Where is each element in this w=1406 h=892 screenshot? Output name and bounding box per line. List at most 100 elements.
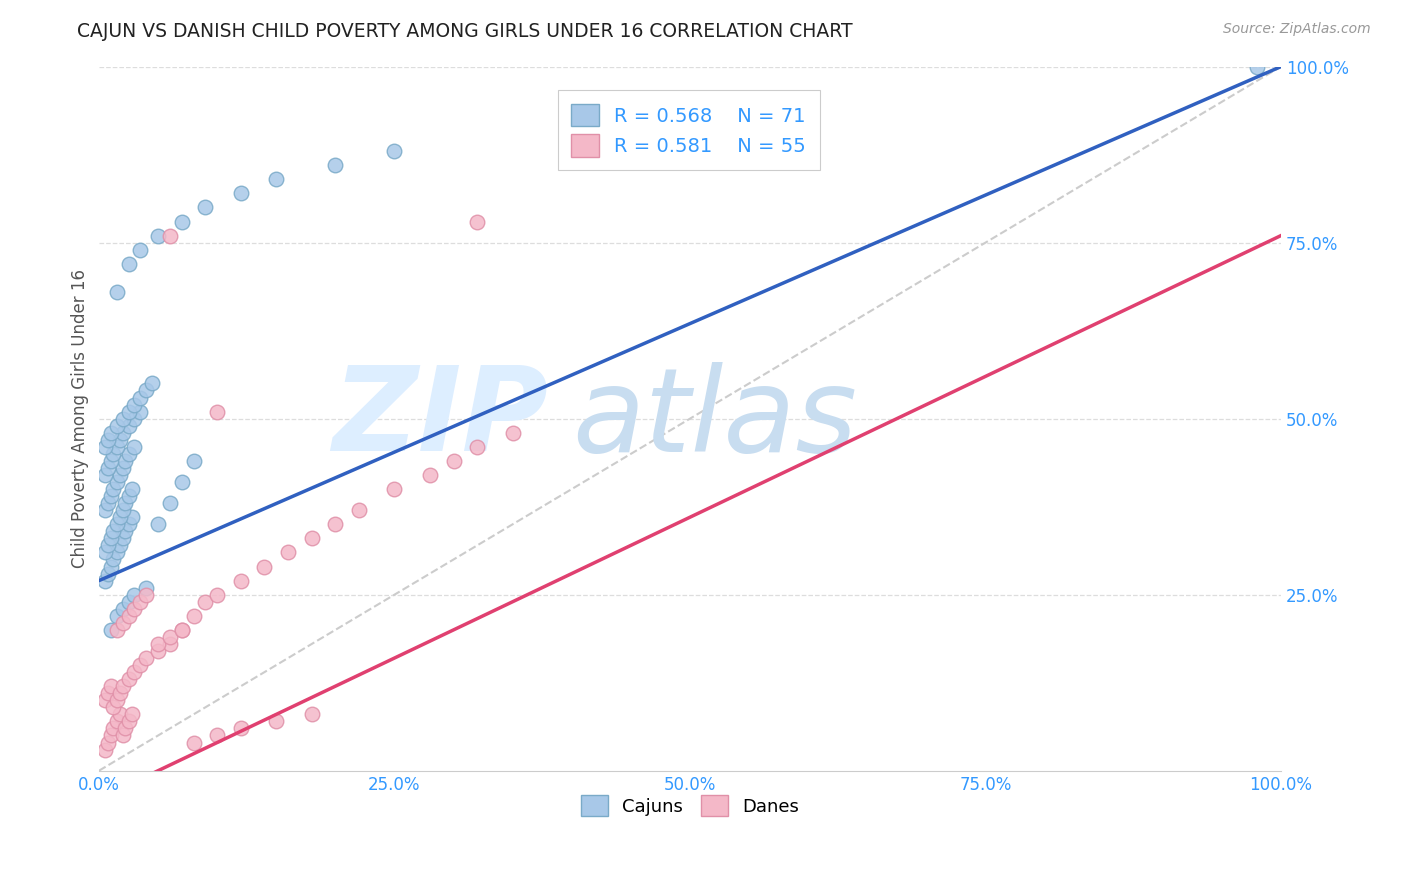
Point bbox=[443, 454, 465, 468]
Point bbox=[205, 729, 228, 743]
Point bbox=[94, 545, 117, 559]
Point bbox=[135, 588, 157, 602]
Point bbox=[111, 679, 134, 693]
Point bbox=[277, 545, 299, 559]
Point bbox=[159, 228, 181, 243]
Point bbox=[110, 510, 132, 524]
Point bbox=[117, 714, 139, 729]
Point bbox=[105, 285, 128, 299]
Point bbox=[1246, 60, 1268, 74]
Point bbox=[170, 623, 193, 637]
Point bbox=[101, 552, 124, 566]
Point bbox=[105, 714, 128, 729]
Point bbox=[105, 475, 128, 489]
Point bbox=[117, 257, 139, 271]
Point bbox=[111, 461, 134, 475]
Point bbox=[347, 503, 370, 517]
Point bbox=[146, 644, 169, 658]
Point bbox=[101, 447, 124, 461]
Point bbox=[111, 615, 134, 630]
Point bbox=[419, 467, 441, 482]
Point bbox=[97, 686, 120, 700]
Point bbox=[124, 398, 146, 412]
Point bbox=[183, 454, 205, 468]
Point bbox=[384, 144, 406, 158]
Point bbox=[111, 503, 134, 517]
Point bbox=[301, 532, 323, 546]
Point bbox=[117, 608, 139, 623]
Point bbox=[117, 672, 139, 686]
Point bbox=[114, 496, 136, 510]
Point bbox=[159, 637, 181, 651]
Point bbox=[301, 707, 323, 722]
Point bbox=[170, 475, 193, 489]
Point bbox=[105, 440, 128, 454]
Point bbox=[194, 201, 217, 215]
Point bbox=[100, 454, 122, 468]
Point bbox=[94, 467, 117, 482]
Point bbox=[129, 391, 152, 405]
Point bbox=[266, 714, 288, 729]
Point bbox=[114, 524, 136, 539]
Point bbox=[97, 538, 120, 552]
Point bbox=[129, 595, 152, 609]
Point bbox=[205, 404, 228, 418]
Point bbox=[159, 496, 181, 510]
Point bbox=[229, 722, 252, 736]
Point bbox=[114, 722, 136, 736]
Y-axis label: Child Poverty Among Girls Under 16: Child Poverty Among Girls Under 16 bbox=[72, 269, 89, 568]
Point bbox=[117, 404, 139, 418]
Point bbox=[94, 574, 117, 588]
Point bbox=[101, 524, 124, 539]
Point bbox=[100, 623, 122, 637]
Point bbox=[205, 588, 228, 602]
Point bbox=[117, 447, 139, 461]
Point bbox=[229, 186, 252, 201]
Point bbox=[146, 637, 169, 651]
Point bbox=[100, 729, 122, 743]
Legend: Cajuns, Danes: Cajuns, Danes bbox=[571, 786, 808, 825]
Point bbox=[146, 228, 169, 243]
Point bbox=[105, 418, 128, 433]
Point bbox=[105, 608, 128, 623]
Point bbox=[111, 729, 134, 743]
Point bbox=[183, 735, 205, 749]
Point bbox=[117, 418, 139, 433]
Point bbox=[105, 623, 128, 637]
Point bbox=[129, 404, 152, 418]
Point bbox=[141, 376, 163, 391]
Point bbox=[117, 595, 139, 609]
Point bbox=[129, 658, 152, 673]
Point bbox=[101, 700, 124, 714]
Point bbox=[94, 503, 117, 517]
Point bbox=[135, 651, 157, 665]
Point bbox=[97, 461, 120, 475]
Point bbox=[105, 517, 128, 532]
Point bbox=[105, 693, 128, 707]
Text: ZIP: ZIP bbox=[332, 361, 548, 476]
Point bbox=[117, 489, 139, 503]
Point bbox=[266, 172, 288, 186]
Point bbox=[110, 707, 132, 722]
Point bbox=[135, 384, 157, 398]
Text: CAJUN VS DANISH CHILD POVERTY AMONG GIRLS UNDER 16 CORRELATION CHART: CAJUN VS DANISH CHILD POVERTY AMONG GIRL… bbox=[77, 22, 853, 41]
Point bbox=[100, 425, 122, 440]
Point bbox=[97, 433, 120, 447]
Point bbox=[124, 665, 146, 679]
Point bbox=[94, 440, 117, 454]
Point bbox=[325, 517, 347, 532]
Point bbox=[97, 496, 120, 510]
Point bbox=[124, 440, 146, 454]
Point bbox=[111, 411, 134, 425]
Point bbox=[97, 735, 120, 749]
Point bbox=[253, 559, 276, 574]
Point bbox=[100, 489, 122, 503]
Point bbox=[465, 440, 488, 454]
Point bbox=[124, 588, 146, 602]
Point bbox=[124, 601, 146, 615]
Point bbox=[97, 566, 120, 581]
Point bbox=[159, 630, 181, 644]
Point bbox=[183, 608, 205, 623]
Point bbox=[121, 707, 143, 722]
Point bbox=[325, 158, 347, 172]
